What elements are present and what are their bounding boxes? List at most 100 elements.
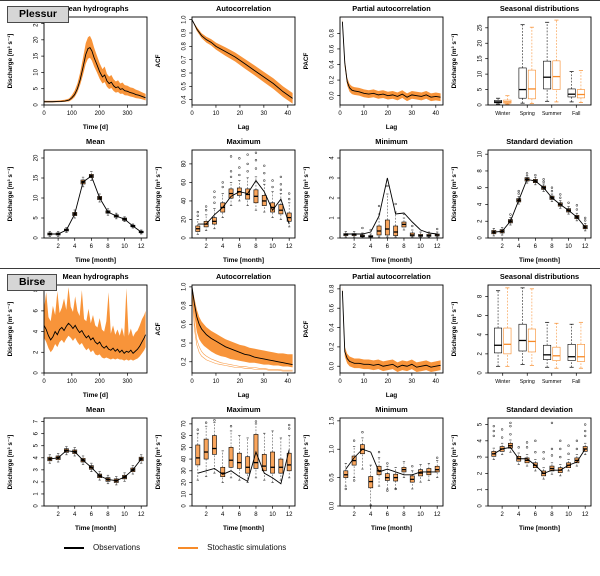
svg-text:2: 2: [330, 196, 336, 200]
svg-text:1.0: 1.0: [182, 15, 188, 24]
section-birse: Birse Mean hydrographs010020030002468Tim…: [0, 268, 600, 536]
svg-text:0.8: 0.8: [330, 29, 336, 38]
svg-text:6: 6: [90, 244, 94, 250]
svg-text:0: 0: [34, 371, 40, 375]
svg-text:ACF: ACF: [155, 322, 162, 335]
svg-text:6: 6: [238, 244, 242, 250]
svg-text:20: 20: [237, 379, 244, 385]
svg-text:12: 12: [286, 244, 293, 250]
svg-text:Mean hydrographs: Mean hydrographs: [62, 272, 128, 281]
svg-text:1.5: 1.5: [330, 416, 336, 425]
plot-grid-birse: Mean hydrographs010020030002468Time [d]D…: [4, 270, 598, 536]
svg-text:200: 200: [95, 111, 106, 117]
svg-text:2: 2: [34, 480, 40, 484]
svg-text:6: 6: [90, 512, 94, 518]
svg-text:8: 8: [254, 244, 258, 250]
svg-text:0.5: 0.5: [330, 473, 336, 482]
legend-label-observations: Observations: [93, 543, 141, 552]
svg-text:40: 40: [182, 197, 188, 204]
svg-text:50: 50: [182, 443, 188, 450]
svg-text:0.4: 0.4: [330, 323, 336, 332]
svg-text:15: 15: [478, 55, 484, 62]
svg-text:15: 15: [34, 174, 40, 181]
svg-text:0.7: 0.7: [182, 55, 188, 64]
svg-text:0: 0: [190, 111, 194, 117]
svg-text:Discharge [m³ s⁻¹]: Discharge [m³ s⁻¹]: [7, 435, 14, 490]
svg-text:6: 6: [478, 185, 484, 189]
svg-text:0.0: 0.0: [330, 91, 336, 100]
section-label-plessur: Plessur: [7, 6, 69, 23]
svg-text:Spring: Spring: [520, 379, 535, 385]
svg-text:12: 12: [138, 244, 145, 250]
svg-text:1: 1: [330, 216, 336, 220]
svg-text:2: 2: [478, 471, 484, 475]
svg-text:3: 3: [34, 468, 40, 472]
svg-text:20: 20: [237, 111, 244, 117]
svg-text:40: 40: [432, 111, 439, 117]
svg-text:20: 20: [478, 39, 484, 46]
svg-text:4: 4: [34, 329, 40, 333]
svg-text:Mean hydrographs: Mean hydrographs: [62, 4, 128, 13]
svg-text:2: 2: [204, 244, 208, 250]
svg-text:10: 10: [34, 194, 40, 201]
svg-text:Fall: Fall: [572, 111, 580, 117]
svg-text:4: 4: [330, 156, 336, 160]
svg-text:PACF: PACF: [303, 53, 310, 70]
svg-text:30: 30: [261, 379, 268, 385]
svg-text:2: 2: [478, 219, 484, 223]
plot-b-pacf: Partial autocorrelation 0 10 20 30 40 0.0 0.2 0.…: [303, 272, 444, 399]
plot-p-std: Standard deviation 2 4 6 8 10 12 0 2 4 6 8 10 Time [m…: [451, 137, 592, 264]
svg-text:ACF: ACF: [155, 54, 162, 67]
svg-text:1.0: 1.0: [182, 282, 188, 291]
svg-text:4: 4: [478, 202, 484, 206]
svg-text:10: 10: [478, 150, 484, 157]
svg-text:0.4: 0.4: [330, 60, 336, 69]
stochastic-simulations-line-swatch: [178, 546, 199, 549]
svg-text:4: 4: [369, 244, 373, 250]
svg-text:Discharge [m³ s⁻¹]: Discharge [m³ s⁻¹]: [155, 167, 162, 222]
svg-text:40: 40: [432, 379, 439, 385]
svg-text:Discharge [m³ s⁻¹]: Discharge [m³ s⁻¹]: [451, 34, 458, 89]
svg-text:8: 8: [478, 169, 484, 173]
figure-legend: Observations Stochastic simulations: [64, 543, 600, 552]
svg-text:2: 2: [56, 512, 60, 518]
svg-text:Time [month]: Time [month]: [223, 257, 264, 264]
svg-text:4: 4: [221, 244, 225, 250]
svg-text:10: 10: [121, 512, 128, 518]
svg-text:5: 5: [478, 87, 484, 91]
svg-text:0.6: 0.6: [182, 68, 188, 77]
svg-text:Time [month]: Time [month]: [519, 525, 560, 532]
svg-text:Time [d]: Time [d]: [83, 124, 108, 131]
plot-p-pacf: Partial autocorrelation 0 10 20 30 40 0.0 0.2 0.…: [303, 4, 444, 131]
svg-text:10: 10: [269, 244, 276, 250]
svg-text:60: 60: [182, 178, 188, 185]
svg-text:Fall: Fall: [572, 379, 580, 385]
svg-text:8: 8: [106, 244, 110, 250]
svg-text:5: 5: [34, 443, 40, 447]
svg-text:0.4: 0.4: [182, 95, 188, 104]
svg-text:6: 6: [386, 512, 390, 518]
svg-text:0.2: 0.2: [330, 75, 336, 84]
svg-text:0: 0: [42, 379, 46, 385]
svg-text:Lag: Lag: [238, 124, 250, 131]
svg-text:2: 2: [500, 244, 504, 250]
svg-text:0.0: 0.0: [330, 361, 336, 370]
svg-text:Discharge [m³ s⁻¹]: Discharge [m³ s⁻¹]: [303, 435, 310, 490]
svg-text:12: 12: [138, 512, 145, 518]
plot-b-min: Minimum 2 4 6 8 10 12 0.0 0.5 1.0 1.5 Time [month] D…: [303, 405, 444, 532]
svg-text:0: 0: [478, 236, 484, 240]
svg-text:Standard deviation: Standard deviation: [506, 137, 573, 146]
svg-text:4: 4: [73, 512, 77, 518]
svg-text:70: 70: [182, 420, 188, 427]
svg-text:20: 20: [385, 379, 392, 385]
svg-text:Seasonal distributions: Seasonal distributions: [500, 4, 579, 13]
plot-b-max: Maximum 2 4 6 8 10 12 0 10 20 30 40 50 60 70 Time [mont…: [155, 405, 296, 532]
svg-text:10: 10: [417, 512, 424, 518]
svg-text:4: 4: [34, 455, 40, 459]
svg-text:6: 6: [534, 244, 538, 250]
plot-p-acf: Autocorrelation 0 10 20 30 40 0.4 0.5 0.6 0.7 0.8 0…: [155, 4, 296, 131]
svg-text:12: 12: [582, 244, 589, 250]
plot-p-hydro: Mean hydrographs 0 100 200 300 0 5 10 15 20 25 Time…: [7, 4, 148, 131]
svg-text:6: 6: [478, 313, 484, 317]
